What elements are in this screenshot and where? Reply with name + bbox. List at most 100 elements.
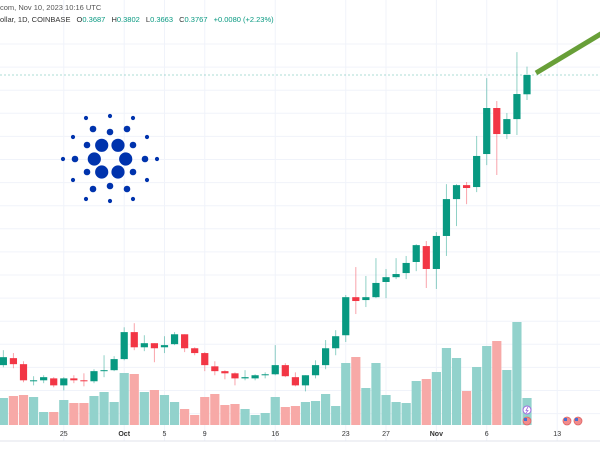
candle-body [483, 108, 491, 155]
volume-bar [351, 357, 361, 425]
symbol-info: ollar, 1D, COINBASE [0, 15, 71, 24]
logo-dot [83, 196, 89, 202]
candle [231, 372, 239, 386]
candle-body [412, 245, 420, 262]
volume-bar [0, 398, 8, 425]
candle-body [80, 380, 88, 382]
candle [150, 343, 159, 363]
candle-body [221, 371, 229, 374]
candle [160, 336, 169, 354]
candle [100, 355, 108, 378]
candle-body [332, 336, 340, 349]
logo-dot [106, 182, 114, 190]
candle [503, 113, 511, 140]
candle-body [211, 366, 219, 372]
volume-bar [401, 403, 411, 425]
volume-bar [59, 400, 69, 425]
volume-bar [180, 409, 190, 425]
ohlc-legend: ollar, 1D, COINBASE O0.3687 H0.3802 L0.3… [0, 15, 274, 24]
volume-bar [371, 363, 381, 425]
chart-timestamp: com, Nov 10, 2023 10:16 UTC [0, 3, 102, 12]
logo-dot [106, 128, 114, 136]
us-flag-icon[interactable] [573, 416, 583, 426]
volume-bar [512, 322, 522, 425]
trend-arrow [534, 31, 600, 76]
volume-bar [502, 370, 512, 425]
candle [251, 374, 259, 381]
candle-body [120, 332, 128, 360]
candle [19, 361, 28, 383]
volume-bar [270, 397, 280, 425]
volume-bar [28, 397, 39, 425]
candle-body [291, 377, 299, 386]
candle-body [50, 378, 58, 386]
logo-dot [95, 138, 109, 152]
candle [271, 345, 279, 376]
volume-bar [411, 381, 421, 425]
candle [311, 360, 320, 379]
logo-dot [144, 177, 150, 183]
x-tick-label: Nov [430, 431, 443, 438]
x-tick-label: 13 [553, 431, 561, 438]
volume-bar [18, 395, 29, 425]
x-axis: 25 Oct 5 9 16 23 27 Nov 6 13 [60, 431, 561, 438]
candle [372, 258, 380, 299]
candle [412, 244, 420, 272]
volume-bar [39, 412, 49, 425]
candle [110, 356, 118, 372]
volume-bar [260, 413, 270, 425]
candle-body [201, 353, 209, 366]
logo-dot [130, 196, 136, 202]
close-label: C [179, 15, 185, 24]
low-value: 0.3663 [150, 15, 174, 24]
volume-bar [99, 392, 109, 425]
candle [0, 350, 7, 368]
candle-body [271, 365, 279, 375]
candle-body [231, 373, 239, 379]
us-flag-icon[interactable] [522, 416, 532, 426]
volume-bar [240, 409, 250, 425]
candle-body [170, 334, 179, 345]
logo-dot [123, 185, 131, 193]
volume-bars [0, 322, 532, 425]
logo-dot [129, 168, 137, 176]
volume-bar [89, 396, 99, 425]
volume-bar [139, 392, 149, 425]
volume-bar [381, 395, 391, 425]
logo-dot [154, 156, 160, 162]
volume-bar [492, 341, 502, 425]
candle [191, 347, 199, 356]
event-icons[interactable] [522, 405, 583, 426]
volume-bar [461, 391, 472, 425]
open-value: 0.3687 [82, 15, 106, 24]
candle [301, 375, 310, 392]
x-tick-label: 6 [485, 431, 489, 438]
candle-body [40, 377, 48, 381]
logo-dot [95, 165, 109, 179]
open-label: O [76, 15, 83, 24]
volume-bar [431, 372, 441, 425]
logo-dot [87, 152, 101, 166]
candle [40, 375, 48, 384]
candle-body [311, 365, 320, 376]
candle-body [160, 345, 169, 348]
x-tick-label: 9 [203, 431, 207, 438]
logo-dot [70, 177, 76, 183]
candle-body [523, 75, 531, 95]
candle [140, 335, 148, 352]
candle [130, 323, 138, 351]
candle [221, 370, 229, 380]
logo-dot [89, 185, 97, 193]
candle-body [422, 246, 430, 269]
candle-body [241, 377, 249, 379]
logo-dot [141, 155, 149, 163]
candle-body [60, 378, 68, 386]
volume-bar [220, 405, 230, 425]
crypto-event-icon[interactable] [522, 405, 532, 415]
candle [50, 377, 58, 388]
candle-body [191, 348, 199, 354]
us-flag-icon[interactable] [562, 416, 572, 426]
candle [241, 370, 249, 381]
candle [513, 52, 521, 135]
